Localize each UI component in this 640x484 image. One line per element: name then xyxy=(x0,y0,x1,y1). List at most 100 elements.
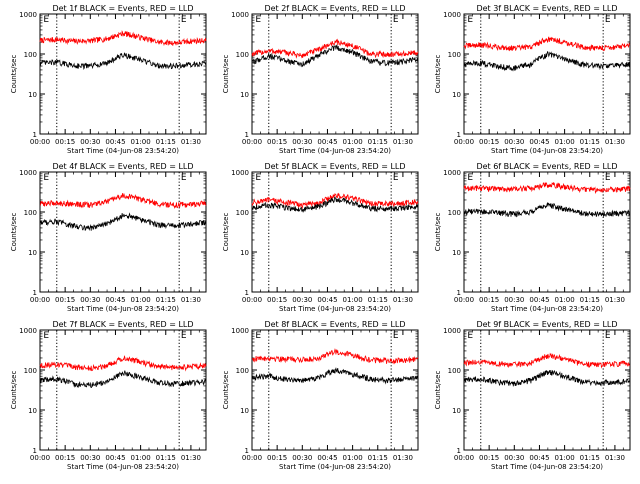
y-tick-label: 100 xyxy=(24,209,37,217)
plot-frame xyxy=(39,171,207,293)
x-tick-label: 01:00 xyxy=(343,296,363,304)
x-tick-label: 01:30 xyxy=(181,138,201,146)
series-line-lld xyxy=(39,193,207,209)
y-tick-label: 10 xyxy=(28,91,37,99)
y-tick-label: 100 xyxy=(236,367,249,375)
y-tick-label: 1 xyxy=(245,131,249,139)
y-tick-label: 1000 xyxy=(231,11,249,19)
series-line-events xyxy=(463,202,630,218)
marker-e-label: E xyxy=(605,15,611,25)
x-tick-label: 00:45 xyxy=(317,138,337,146)
series-line-events xyxy=(463,50,631,72)
series-line-events xyxy=(251,367,419,385)
x-tick-label: 00:45 xyxy=(529,138,549,146)
marker-e-label: E xyxy=(467,15,473,25)
x-tick-label: 01:30 xyxy=(181,296,201,304)
x-tick-label: 01:30 xyxy=(393,296,413,304)
x-tick-label: 00:00 xyxy=(30,454,50,462)
marker-e-label: E xyxy=(467,173,473,183)
plot-frame xyxy=(251,329,419,451)
x-tick-label: 00:15 xyxy=(479,454,499,462)
x-tick-label: 01:15 xyxy=(580,138,600,146)
x-tick-label: 00:00 xyxy=(242,296,262,304)
x-tick-label: 00:45 xyxy=(105,454,125,462)
marker-e-label: E xyxy=(467,331,473,341)
marker-e-label: E xyxy=(181,331,187,341)
series-line-events xyxy=(39,370,207,388)
plot-frame xyxy=(251,13,419,135)
x-tick-label: 00:45 xyxy=(529,454,549,462)
y-axis-label: Counts/sec xyxy=(222,371,230,410)
x-tick-label: 00:00 xyxy=(242,454,262,462)
x-axis-label: Start Time (04-Jun-08 23:54:20) xyxy=(491,305,603,313)
y-tick-label: 10 xyxy=(452,91,461,99)
x-tick-label: 00:30 xyxy=(80,138,100,146)
x-tick-label: 00:15 xyxy=(479,138,499,146)
marker-e-label: E xyxy=(393,173,399,183)
x-tick-label: 01:00 xyxy=(555,454,575,462)
series-line-lld xyxy=(251,192,419,210)
series-line-lld xyxy=(463,181,631,195)
panel-det-3f: Det 3f BLACK = Events, RED = LLD 1 10 100 10… xyxy=(434,4,631,155)
x-tick-label: 01:30 xyxy=(393,454,413,462)
y-tick-label: 10 xyxy=(240,91,249,99)
panel-det-8f: Det 8f BLACK = Events, RED = LLD 1 10 100 10… xyxy=(222,320,419,471)
x-tick-label: 00:30 xyxy=(504,296,524,304)
series-line-events xyxy=(251,44,419,68)
y-tick-label: 1000 xyxy=(443,11,461,19)
x-tick-label: 00:00 xyxy=(242,138,262,146)
x-axis-label: Start Time (04-Jun-08 23:54:20) xyxy=(67,463,179,471)
x-tick-label: 00:15 xyxy=(55,138,75,146)
panel-det-6f: Det 6f BLACK = Events, RED = LLD 1 10 100 10… xyxy=(434,162,631,313)
x-tick-label: 01:00 xyxy=(555,296,575,304)
y-axis-label: Counts/sec xyxy=(10,371,18,410)
x-tick-label: 01:15 xyxy=(368,138,388,146)
x-tick-label: 01:15 xyxy=(368,454,388,462)
x-tick-label: 00:00 xyxy=(454,296,474,304)
x-axis-label: Start Time (04-Jun-08 23:54:20) xyxy=(491,463,603,471)
x-tick-label: 01:30 xyxy=(605,296,625,304)
marker-e-label: E xyxy=(181,15,187,25)
x-tick-label: 00:45 xyxy=(105,138,125,146)
y-tick-label: 100 xyxy=(24,367,37,375)
y-axis-label: Counts/sec xyxy=(222,213,230,252)
x-tick-label: 00:15 xyxy=(479,296,499,304)
x-tick-label: 00:15 xyxy=(267,296,287,304)
marker-e-label: E xyxy=(43,173,49,183)
y-tick-label: 100 xyxy=(448,51,461,59)
x-tick-label: 01:15 xyxy=(156,454,176,462)
y-tick-label: 100 xyxy=(448,367,461,375)
x-tick-label: 00:45 xyxy=(317,454,337,462)
y-axis-label: Counts/sec xyxy=(434,55,442,94)
panel-det-1f: Det 1f BLACK = Events, RED = LLD 1 10 100 10… xyxy=(10,4,207,155)
y-tick-label: 1 xyxy=(33,131,37,139)
x-tick-label: 01:15 xyxy=(156,138,176,146)
x-tick-label: 00:00 xyxy=(30,138,50,146)
x-axis-label: Start Time (04-Jun-08 23:54:20) xyxy=(491,147,603,155)
series-line-events xyxy=(463,369,631,387)
y-tick-label: 10 xyxy=(452,407,461,415)
x-tick-label: 00:15 xyxy=(267,454,287,462)
plot-frame xyxy=(251,171,419,293)
x-tick-label: 00:45 xyxy=(317,296,337,304)
y-tick-label: 10 xyxy=(240,407,249,415)
series-line-lld xyxy=(39,355,207,372)
marker-e-label: E xyxy=(605,331,611,341)
y-tick-label: 10 xyxy=(28,249,37,257)
panel-title: Det 8f BLACK = Events, RED = LLD xyxy=(264,320,405,329)
y-tick-label: 100 xyxy=(448,209,461,217)
panel-det-5f: Det 5f BLACK = Events, RED = LLD 1 10 100 10… xyxy=(222,162,419,313)
x-tick-label: 00:30 xyxy=(504,454,524,462)
y-tick-label: 1 xyxy=(33,447,37,455)
x-tick-label: 01:00 xyxy=(131,296,151,304)
panel-det-2f: Det 2f BLACK = Events, RED = LLD 1 10 100 10… xyxy=(222,4,419,155)
y-tick-label: 1000 xyxy=(19,11,37,19)
x-axis-label: Start Time (04-Jun-08 23:54:20) xyxy=(279,147,391,155)
x-tick-label: 01:15 xyxy=(580,296,600,304)
y-tick-label: 1 xyxy=(33,289,37,297)
x-tick-label: 00:45 xyxy=(105,296,125,304)
x-tick-label: 00:30 xyxy=(80,296,100,304)
x-tick-label: 01:00 xyxy=(555,138,575,146)
x-tick-label: 01:30 xyxy=(605,138,625,146)
x-tick-label: 01:00 xyxy=(131,138,151,146)
